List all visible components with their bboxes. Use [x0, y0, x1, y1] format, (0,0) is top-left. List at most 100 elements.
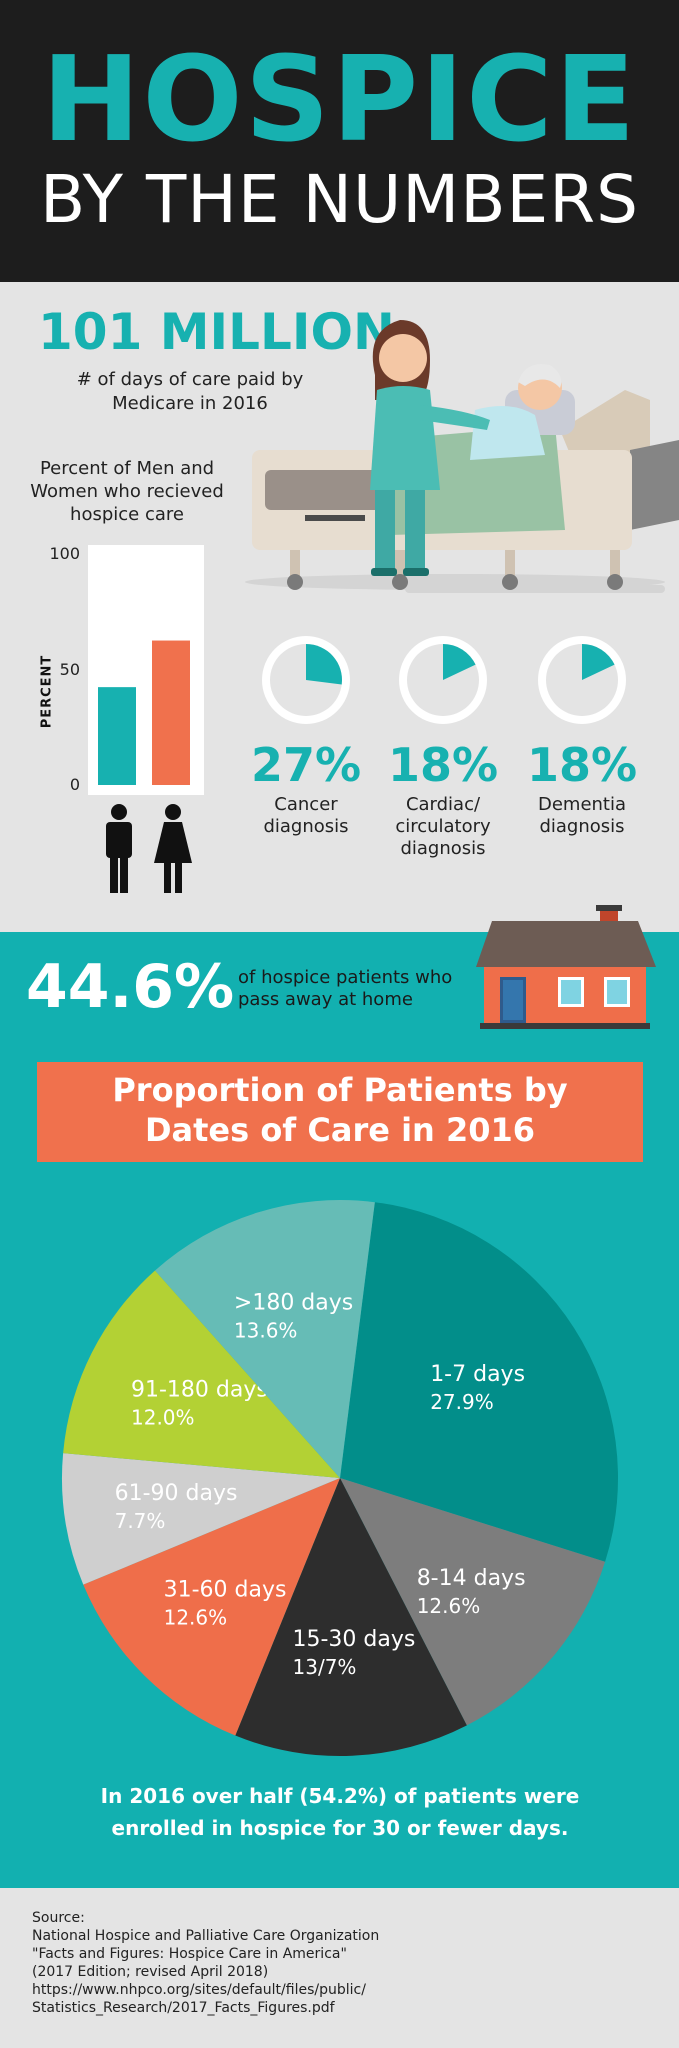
pie-slice-value: 12.6%	[164, 1605, 228, 1629]
caption-line: diagnosis	[263, 816, 349, 837]
pie-slice	[340, 1478, 606, 1726]
house-chimney-cap	[596, 905, 622, 911]
pie-slice-value: 12.6%	[417, 1594, 481, 1618]
bed-leg	[610, 550, 620, 580]
cardiac-caption: Cardiac/ circulatory diagnosis	[368, 794, 518, 860]
source-url[interactable]: Statistics_Research/2017_Facts_Figures.p…	[32, 2000, 335, 2016]
bed-footboard-panel	[265, 470, 395, 510]
cardiac-wedge	[443, 644, 476, 680]
source-line: National Hospice and Palliative Care Org…	[32, 1928, 380, 1944]
cancer-caption: Cancer diagnosis	[231, 794, 381, 838]
y-axis-label: PERCENT	[39, 654, 55, 729]
bed-leg	[505, 550, 515, 580]
pie-slice-name: 91-180 days	[131, 1378, 268, 1403]
proportion-title-line: Proportion of Patients by	[112, 1071, 568, 1109]
page-subtitle: BY THE NUMBERS	[40, 161, 639, 238]
y-tick-label: 0	[69, 775, 80, 794]
nurse-leg	[405, 490, 425, 570]
dementia-caption: Dementia diagnosis	[507, 794, 657, 838]
pie-slice-name: >180 days	[234, 1290, 353, 1315]
patient-hair	[518, 364, 562, 388]
source-line: "Facts and Figures: Hospice Care in Amer…	[32, 1946, 347, 1962]
house-base	[480, 1023, 650, 1029]
house-door-panel	[503, 980, 523, 1020]
pie-slice-name: 31-60 days	[164, 1577, 287, 1602]
gender-chart-title-line: Percent of Men and	[39, 458, 215, 479]
home-death-pct: 44.6%	[26, 952, 235, 1022]
caption-line: diagnosis	[400, 838, 486, 859]
gender-bar-chart	[88, 545, 204, 795]
header-banner	[0, 0, 679, 282]
summary-line: In 2016 over half (54.2%) of patients we…	[100, 1784, 580, 1808]
cardiac-pct: 18%	[387, 738, 499, 792]
gender-chart-title-line: Women who recieved	[30, 481, 224, 502]
proportion-title: Proportion of Patients by Dates of Care …	[37, 1070, 643, 1150]
bed-wheel	[502, 574, 518, 590]
dementia-pct: 18%	[526, 738, 638, 792]
bed-leg	[290, 550, 300, 580]
house-icon	[476, 905, 656, 1029]
patient-gown	[470, 406, 545, 460]
pie-slice	[63, 1270, 341, 1478]
pie-slice	[235, 1478, 467, 1757]
house-chimney	[600, 909, 618, 923]
pie-slice	[340, 1202, 619, 1562]
pie-slice-value: 27.9%	[430, 1390, 494, 1414]
bed-wheel	[392, 574, 408, 590]
nurse-leg	[375, 490, 395, 570]
caption-line: diagnosis	[539, 816, 625, 837]
medicare-days-value: 101 MILLION	[38, 303, 395, 361]
pie-slice	[83, 1478, 341, 1736]
nurse-shoe	[371, 568, 397, 576]
bed-wheel	[287, 574, 303, 590]
bed-leg	[395, 550, 405, 580]
pie-slice-name: 1-7 days	[430, 1362, 525, 1387]
house-window-glass	[561, 980, 581, 1004]
nurse-shoe	[403, 568, 429, 576]
cancer-wedge	[306, 644, 343, 685]
source-line: Source:	[32, 1910, 85, 1926]
pie-slice-name: 15-30 days	[293, 1627, 416, 1652]
caption-line: circulatory	[395, 816, 491, 837]
pie-slice-value: 7.7%	[115, 1509, 166, 1533]
floor-shadow-2	[405, 585, 665, 593]
caption-line: Cancer	[274, 794, 338, 815]
caption-line: Cardiac/	[405, 794, 481, 815]
bar-men	[98, 687, 136, 785]
cardiac-progress-ring	[399, 636, 487, 724]
y-tick-label: 50	[59, 660, 80, 679]
dementia-progress-ring	[538, 636, 626, 724]
nurse-arm	[420, 405, 490, 430]
nurse-face	[379, 334, 427, 382]
bed-side-rail	[630, 440, 679, 530]
pie-slice-name: 8-14 days	[417, 1566, 526, 1591]
woman-icon	[154, 804, 192, 893]
pie-slice-value: 12.0%	[131, 1406, 195, 1430]
home-death-caption: of hospice patients who pass away at hom…	[238, 967, 468, 1011]
caption-line: Dementia	[537, 794, 627, 815]
pie-slice	[155, 1199, 375, 1478]
cancer-progress-ring	[262, 636, 350, 724]
man-icon	[106, 804, 132, 893]
pie-slice-value: 13.6%	[234, 1318, 298, 1342]
medicare-caption-line: # of days of care paid by	[76, 369, 304, 390]
caption-line: pass away at home	[238, 989, 413, 1010]
medicare-days-caption: # of days of care paid by Medicare in 20…	[38, 368, 342, 416]
source-url[interactable]: https://www.nhpco.org/sites/default/file…	[32, 1982, 366, 1998]
y-tick-label: 100	[49, 544, 80, 563]
page-title: HOSPICE	[41, 30, 638, 168]
summary-text: In 2016 over half (54.2%) of patients we…	[40, 1780, 640, 1844]
bed-wheel	[607, 574, 623, 590]
pie-slice	[61, 1453, 340, 1585]
medicare-caption-line: Medicare in 2016	[112, 393, 268, 414]
proportion-title-box	[37, 1062, 643, 1162]
bar-women	[152, 640, 190, 785]
summary-line: enrolled in hospice for 30 or fewer days…	[111, 1816, 569, 1840]
pie-slice-name: 61-90 days	[115, 1481, 238, 1506]
source-line: (2017 Edition; revised April 2018)	[32, 1964, 269, 1980]
nurse-uniform	[370, 386, 440, 490]
cancer-pct: 27%	[250, 738, 362, 792]
proportion-title-line: Dates of Care in 2016	[144, 1111, 536, 1149]
